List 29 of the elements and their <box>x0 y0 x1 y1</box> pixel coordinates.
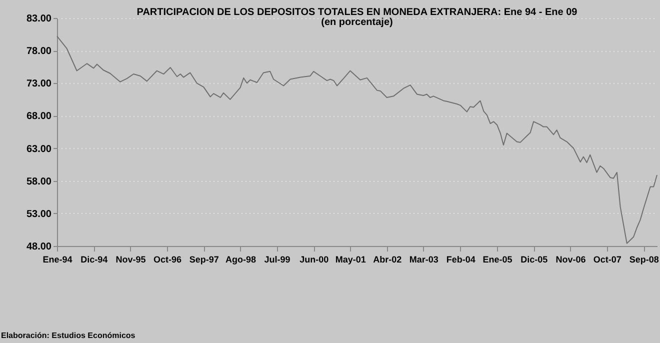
x-tick-label: Jun-00 <box>300 254 329 264</box>
x-tick-label: Sep-97 <box>189 254 219 264</box>
line-series <box>56 36 658 244</box>
y-tick-label: 73.00 <box>26 78 52 90</box>
y-tick-label: 63.00 <box>26 144 52 155</box>
x-tick-label: Ene-05 <box>482 254 512 264</box>
x-tick-label: Ene-94 <box>42 254 72 264</box>
x-tick-label: Sep-08 <box>629 254 659 264</box>
chart-title: PARTICIPACION DE LOS DEPOSITOS TOTALES EN MONEDA EXTRANJERA: Ene 94 - Ene 09 <box>136 7 578 18</box>
chart-subtitle: (en porcentaje) <box>321 17 393 28</box>
x-tick-label: Dic-05 <box>520 254 548 264</box>
y-tick-label: 78.00 <box>26 46 52 58</box>
x-tick-label: Oct-07 <box>593 254 622 264</box>
x-tick-label: May-01 <box>335 254 366 264</box>
y-tick-label: 83.00 <box>26 14 52 24</box>
x-tick-label: Nov-06 <box>556 254 586 264</box>
x-tick-label: Dic-94 <box>80 254 108 264</box>
y-tick-label: 53.00 <box>26 208 52 220</box>
y-tick-label: 58.00 <box>26 176 52 188</box>
y-tick-label: 68.00 <box>26 111 52 122</box>
x-tick-label: Feb-04 <box>446 254 476 264</box>
y-tick-label: 48.00 <box>26 242 52 252</box>
text: Elaboración: Estudios Económicos <box>1 331 136 340</box>
x-tick-label: Mar-03 <box>409 254 438 264</box>
x-tick-label: Abr-02 <box>373 254 402 264</box>
x-tick-label: Ago-98 <box>225 254 256 264</box>
x-tick-label: Nov-95 <box>116 254 146 264</box>
x-tick-label: Jul-99 <box>264 254 290 264</box>
x-tick-label: Oct-96 <box>153 254 182 264</box>
